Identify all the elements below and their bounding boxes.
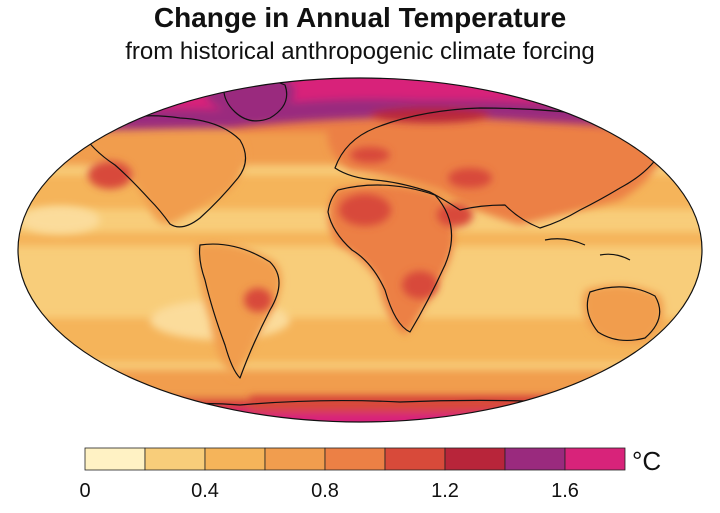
colorbar-bin-6 [444,447,506,471]
hotspot-central-asia [448,168,492,188]
eurasia-field [327,106,662,225]
greenland-field [205,78,295,114]
colorbar-unit: °C [632,446,662,476]
south-america-coast [198,243,280,379]
colorbar-bin-7 [504,447,566,471]
barents-field [370,107,490,123]
hotspot-brazil [244,288,272,312]
indonesia-coast [544,238,631,261]
hotspot-western-us [88,161,132,189]
colorbar-tick-label: 0 [79,480,91,502]
temperature-field [18,78,702,422]
colorbar-tick-label: 0.4 [191,480,219,502]
colorbar-tick-label: 1.6 [551,480,579,502]
band-southern-ocean [18,370,702,400]
australia-field [582,285,664,344]
hotspot-south-africa [402,271,438,299]
eurasia-coast [334,107,663,229]
colorbar-bin-8 [564,447,626,471]
arctic-edge-field [60,98,680,132]
hotspot-sahara [339,194,391,226]
antarctic-field [18,408,702,422]
south-america-field [195,243,282,378]
weddell-field [120,402,200,422]
colorbar-bin-3 [264,447,326,471]
colorbar-tick-label: 0.8 [311,480,339,502]
map-subtitle: from historical anthropogenic climate fo… [125,38,595,65]
colorbar-bin-2 [204,447,266,471]
north-america-field [70,106,245,225]
colorbar [84,447,626,471]
hotspot-europe [350,147,390,163]
globe-outline [17,77,703,423]
colorbar-bin-1 [144,447,206,471]
patch-light-west [20,206,100,234]
map-title: Change in Annual Temperature [153,2,567,33]
colorbar-tick-label: 1.2 [431,480,459,502]
colorbar-bin-0 [84,447,146,471]
colorbar-bin-5 [384,447,446,471]
band-south-mid [18,318,702,362]
colorbar-bin-4 [324,447,386,471]
australia-coast [586,286,661,342]
north-america-coast [79,115,247,228]
